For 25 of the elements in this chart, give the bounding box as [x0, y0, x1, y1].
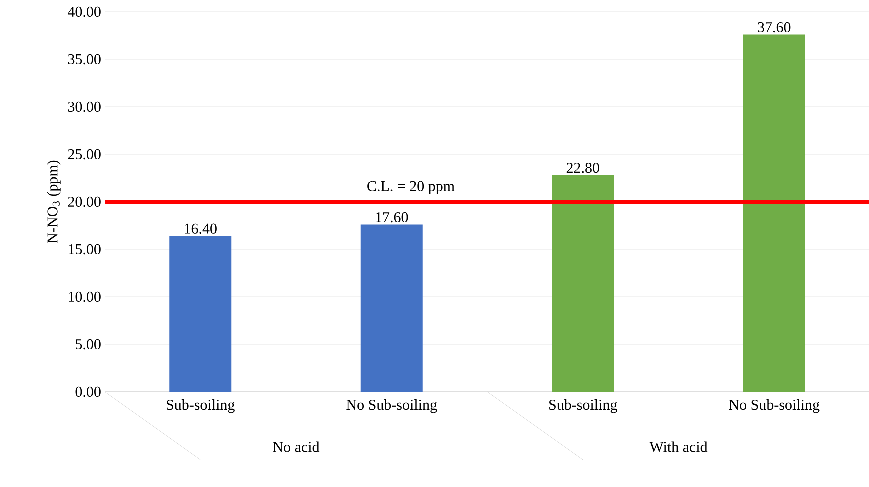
- x-tick-label: No Sub-soiling: [346, 400, 438, 414]
- bar: [360, 224, 423, 392]
- x-tick-label: No Sub-soiling: [729, 400, 820, 414]
- y-tick-label: 15.00: [69, 244, 101, 255]
- bar: [552, 175, 614, 392]
- x-tick-label: Sub-soiling: [167, 400, 235, 414]
- y-tick-label: 0.00: [76, 386, 101, 398]
- x-tick-label: Sub-soiling: [550, 400, 618, 414]
- y-tick-label: 20.00: [68, 196, 101, 208]
- y-tick-label: 35.00: [68, 54, 101, 65]
- y-tick-label: 40.00: [68, 6, 101, 18]
- y-axis-title: N-NO$_{3}$ (ppm): [47, 160, 61, 244]
- bar: [170, 236, 232, 392]
- y-tick-label: 30.00: [68, 102, 101, 112]
- y-tick-label: 25.00: [68, 149, 101, 160]
- bar: [743, 34, 806, 392]
- ref-line-label: C.L. = 20 ppm: [368, 181, 455, 194]
- data-label: 16.40: [185, 224, 217, 234]
- data-label: 37.60: [758, 22, 791, 33]
- y-tick-label: 5.00: [76, 339, 101, 350]
- y-tick-label: 10.00: [69, 292, 101, 302]
- text: With acid: [650, 442, 708, 452]
- data-label: 17.60: [376, 212, 408, 223]
- text: No acid: [273, 442, 320, 452]
- data-label: 22.80: [566, 163, 600, 174]
